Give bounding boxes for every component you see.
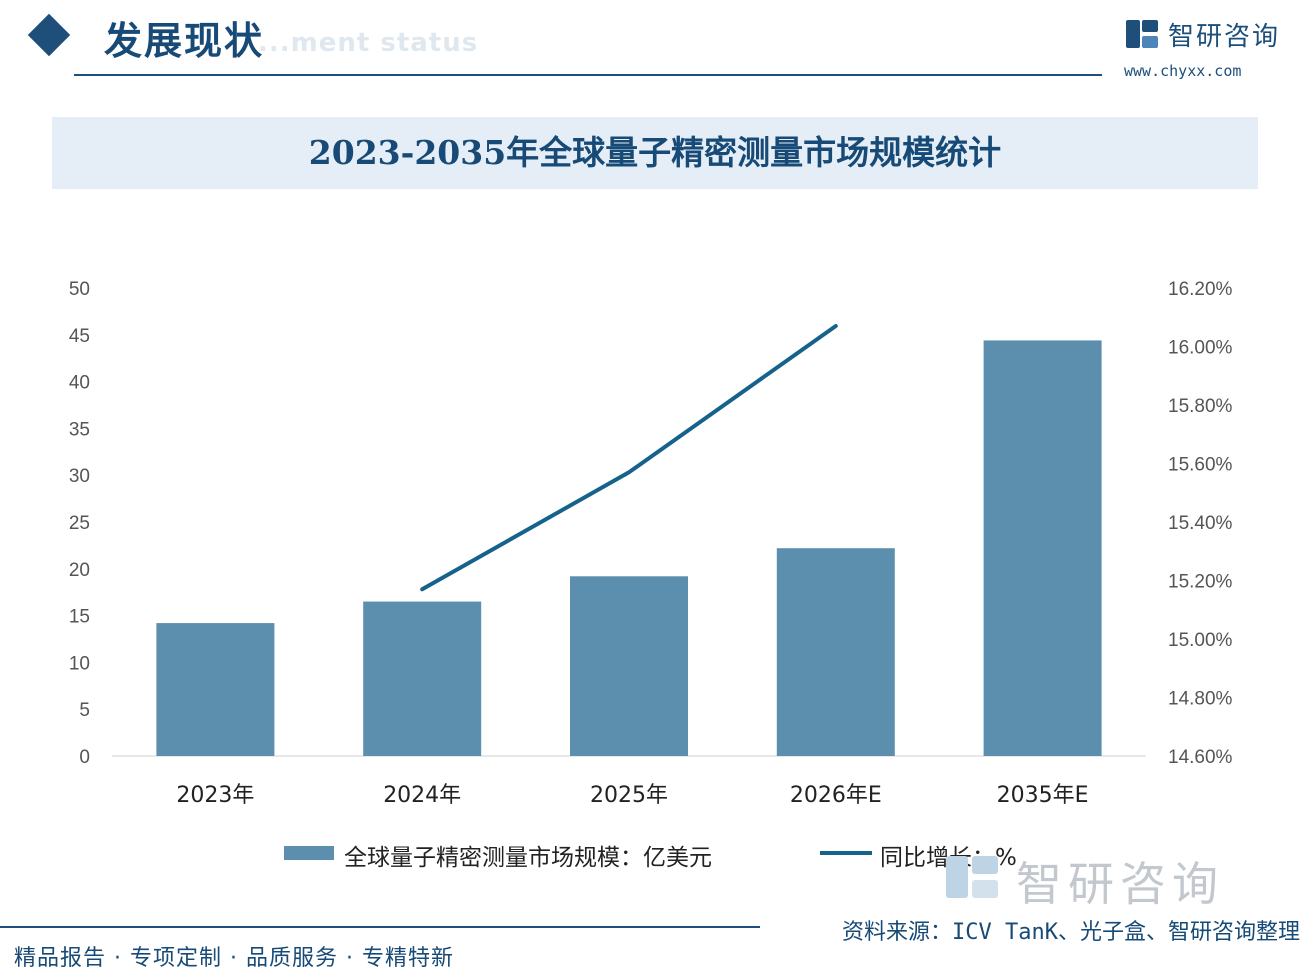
y-tick-label: 30 [69,466,90,487]
watermark-name: 智研咨询 [1016,857,1224,911]
y-tick-label: 45 [69,326,90,347]
x-tick-label: 2035年E [997,783,1089,808]
brand-logo: 智研咨询 www.chyxx.com [1124,16,1294,82]
x-tick-label: 2024年 [383,783,461,808]
logo-name: 智研咨询 [1168,22,1281,52]
legend-label-market-size: 全球量子精密测量市场规模：亿美元 [344,845,712,871]
y-tick-label: 50 [69,279,90,300]
y2-tick-label: 16.00% [1168,338,1233,359]
y2-tick-label: 14.60% [1168,747,1233,768]
y-tick-label: 35 [69,419,90,440]
source-note: 资料来源：ICV TanK、光子盒、智研咨询整理 [842,920,1300,945]
y-tick-label: 10 [69,653,90,674]
y2-tick-label: 15.80% [1168,396,1233,417]
bar [156,623,275,756]
section-title: 发展现状 [104,19,265,63]
header: ...ment status 发展现状 智研咨询 www.chyxx.com [0,0,1312,80]
chart-title-band: 2023-2035年全球量子精密测量市场规模统计 [52,117,1258,189]
y-tick-label: 15 [69,607,90,628]
x-tick-label: 2025年 [590,783,668,808]
bar [776,548,895,756]
y2-tick-label: 16.20% [1168,279,1233,300]
legend-line-swatch [820,851,872,855]
y2-tick-label: 15.60% [1168,455,1233,476]
y2-tick-label: 15.40% [1168,513,1233,534]
y2-tick-label: 15.00% [1168,630,1233,651]
bar [570,576,688,756]
footer-slogan: 精品报告 · 专项定制 · 品质服务 · 专精特新 [14,946,454,971]
bar [363,601,482,756]
y-tick-label: 0 [79,747,90,768]
legend-bar-swatch [284,846,334,860]
y2-tick-label: 15.20% [1168,572,1233,593]
chart-title: 2023-2035年全球量子精密测量市场规模统计 [308,133,1002,172]
logo-url: www.chyxx.com [1124,62,1242,80]
footer-divider [0,926,760,928]
y2-tick-label: 14.80% [1168,689,1233,710]
logo-mark-icon [1124,18,1160,50]
y-tick-label: 25 [69,513,90,534]
x-tick-label: 2023年 [176,783,254,808]
growth-line [420,324,838,592]
x-tick-label: 2026年E [790,783,882,808]
watermark-logo: 智研咨询 [944,848,1284,911]
y-tick-label: 40 [69,373,90,394]
bar [983,340,1102,756]
y-tick-label: 20 [69,560,90,581]
watermark-mark-icon [944,854,1000,900]
header-divider [74,74,1102,76]
y-tick-label: 5 [79,700,90,721]
section-subtitle: ...ment status [258,28,479,58]
